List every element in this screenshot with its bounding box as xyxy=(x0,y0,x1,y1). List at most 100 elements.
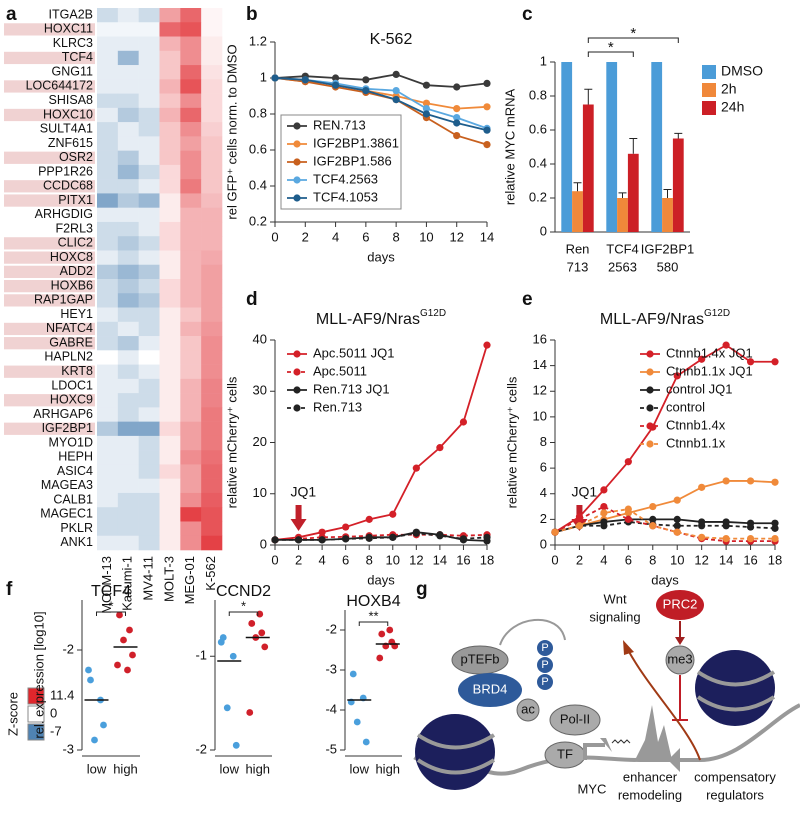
gene-highlight xyxy=(4,180,95,193)
heat-cell xyxy=(180,8,202,23)
heat-cell xyxy=(117,8,139,23)
chart-title: MLL-AF9/NrasG12D xyxy=(600,308,730,329)
heat-cell xyxy=(180,93,202,109)
point xyxy=(217,638,225,646)
title-text: MLL-AF9/Nras xyxy=(600,311,704,328)
heat-cell xyxy=(159,450,181,465)
heat-cell xyxy=(180,364,202,380)
legend-label: TCF4.1053 xyxy=(313,189,378,204)
heat-cell xyxy=(138,393,160,408)
gene-label: ARHGDIG xyxy=(35,207,93,221)
y-tick-label: 1 xyxy=(540,53,547,68)
bar xyxy=(561,62,573,232)
bar xyxy=(572,191,583,232)
heat-cell xyxy=(159,22,181,37)
heat-cell xyxy=(201,8,223,23)
gene-highlight xyxy=(4,322,95,336)
heat-cell xyxy=(138,307,160,323)
gene-label: LDOC1 xyxy=(51,378,93,392)
heat-cell xyxy=(201,378,223,394)
x-tick-label: 10 xyxy=(386,552,400,567)
heat-cell xyxy=(138,378,160,394)
point xyxy=(87,676,94,684)
heat-cell xyxy=(159,193,181,208)
heat-cell xyxy=(201,521,223,537)
gene-highlight xyxy=(4,394,95,407)
heat-cell xyxy=(97,435,119,451)
column-label: MV4-11 xyxy=(141,556,156,601)
label: MYC xyxy=(578,781,607,796)
colorbar-label: 11.4 xyxy=(50,687,74,702)
y-tick-label: 8 xyxy=(540,434,547,449)
heat-cell xyxy=(180,264,202,280)
gene-label: KLRC3 xyxy=(53,36,93,50)
x-tick-label: 6 xyxy=(362,229,369,244)
heat-cell xyxy=(97,393,119,408)
point xyxy=(771,519,779,527)
point xyxy=(771,524,779,532)
panel-letter: c xyxy=(522,4,533,25)
heat-cell xyxy=(117,293,139,308)
heat-cell xyxy=(117,435,139,451)
heat-cell xyxy=(97,492,119,508)
y-axis-label: rel. expression [log10] xyxy=(31,611,46,738)
heat-cell xyxy=(201,350,223,365)
heat-cell xyxy=(159,122,181,137)
x-tick-label: 0 xyxy=(551,552,558,567)
y-tick-label: -2 xyxy=(195,741,207,756)
line xyxy=(274,344,488,541)
heat-cell xyxy=(201,50,223,66)
heat-cell xyxy=(138,507,160,522)
heat-cell xyxy=(117,407,139,422)
heat-cell xyxy=(117,193,139,208)
gene-label: MAGEC1 xyxy=(40,507,93,521)
gene-label: ADD2 xyxy=(60,264,93,278)
label: Pol-II xyxy=(560,711,590,726)
point xyxy=(624,505,632,513)
point xyxy=(342,535,350,543)
chart-title: MLL-AF9/NrasG12D xyxy=(316,308,446,329)
heat-cell xyxy=(97,236,119,251)
x-axis-label: days xyxy=(651,572,679,587)
point xyxy=(722,522,730,530)
significance-label: * xyxy=(630,25,636,42)
heat-cell xyxy=(138,50,160,66)
dna-wrap xyxy=(696,670,776,712)
point xyxy=(673,515,681,523)
legend-label: Ctnnb1.4x JQ1 xyxy=(666,345,753,360)
heat-cell xyxy=(180,279,202,294)
heat-cell xyxy=(180,492,202,508)
heat-cell xyxy=(180,535,202,551)
heat-cell xyxy=(97,307,119,323)
heat-cell xyxy=(117,65,139,80)
heat-cell xyxy=(117,279,139,294)
wnt-arrow xyxy=(627,649,701,761)
heat-cell xyxy=(201,307,223,323)
heat-cell xyxy=(138,293,160,308)
heat-cell xyxy=(180,464,202,479)
gene-label: OSR2 xyxy=(59,150,93,164)
error-bar xyxy=(674,132,683,139)
error-bar xyxy=(584,88,593,105)
heat-cell xyxy=(138,79,160,94)
heat-cell xyxy=(117,250,139,266)
heat-cell xyxy=(180,435,202,451)
heat-cell xyxy=(117,507,139,522)
x-tick-label: 0 xyxy=(271,229,278,244)
x-tick-label: 14 xyxy=(719,552,733,567)
heat-cell xyxy=(138,321,160,337)
point xyxy=(362,738,370,746)
point xyxy=(649,522,657,530)
point xyxy=(673,528,681,536)
heat-cell xyxy=(180,22,202,37)
heat-cell xyxy=(97,507,119,522)
y-tick-label: -2 xyxy=(62,641,74,656)
heat-cell xyxy=(180,207,202,223)
x-tick-label: 713 xyxy=(567,259,589,274)
heat-cell xyxy=(159,250,181,266)
x-tick-label: 16 xyxy=(456,552,470,567)
heat-cell xyxy=(97,250,119,266)
point xyxy=(624,458,632,466)
arrowhead xyxy=(668,748,680,772)
point xyxy=(386,626,394,634)
